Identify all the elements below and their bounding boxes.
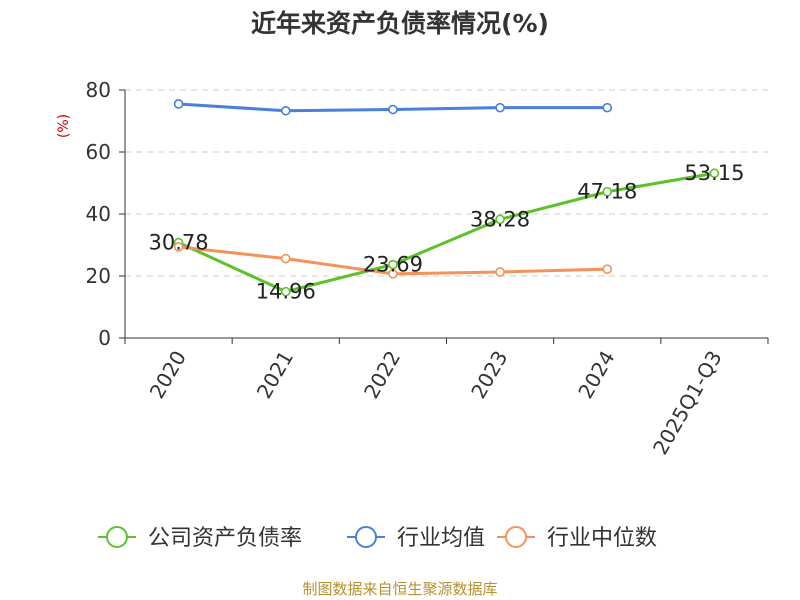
x-tick-label: 2021 [252, 347, 298, 403]
x-tick-label: 2024 [573, 347, 619, 403]
chart-title: 近年来资产负债率情况(%) [251, 9, 549, 38]
data-point [173, 99, 184, 109]
legend-label: 行业均值 [397, 526, 485, 551]
data-label: 53.15 [684, 161, 744, 185]
y-tick-label: 0 [98, 326, 111, 350]
data-point [173, 242, 184, 252]
data-point [280, 286, 291, 297]
data-point [602, 186, 613, 197]
data-point [280, 253, 291, 264]
x-tick-label: 2022 [359, 347, 405, 403]
data-point [495, 267, 505, 277]
y-tick-label: 60 [86, 140, 111, 164]
data-point [495, 102, 505, 113]
data-point [388, 259, 398, 270]
data-point [602, 264, 613, 274]
source-note: 制图数据来自恒生聚源数据库 [302, 580, 498, 598]
data-label: 38.28 [470, 207, 530, 231]
y-tick-label: 40 [86, 202, 111, 226]
legend-label: 行业中位数 [547, 526, 657, 551]
y-tick-label: 20 [86, 264, 111, 288]
data-point [280, 105, 291, 116]
legend-swatch-marker [505, 526, 527, 548]
series-line-1 [177, 171, 715, 294]
y-axis-unit: (%) [56, 114, 72, 138]
y-tick-label: 80 [86, 78, 111, 102]
data-label: 23.69 [363, 253, 423, 277]
data-point [388, 269, 398, 279]
legend-swatch-marker [106, 526, 128, 548]
data-point [709, 168, 720, 179]
data-label: 47.18 [577, 180, 637, 204]
x-tick-label: 2023 [466, 347, 512, 403]
data-label: 14.96 [256, 280, 316, 304]
data-point [388, 104, 398, 115]
x-tick-label: 2020 [145, 347, 191, 403]
legend-swatch-marker [355, 526, 377, 548]
data-point [495, 214, 505, 225]
data-label: 30.78 [149, 231, 209, 255]
x-tick-label: 2025Q1-Q3 [648, 347, 727, 459]
legend-label: 公司资产负债率 [148, 526, 302, 551]
data-point [602, 102, 613, 113]
